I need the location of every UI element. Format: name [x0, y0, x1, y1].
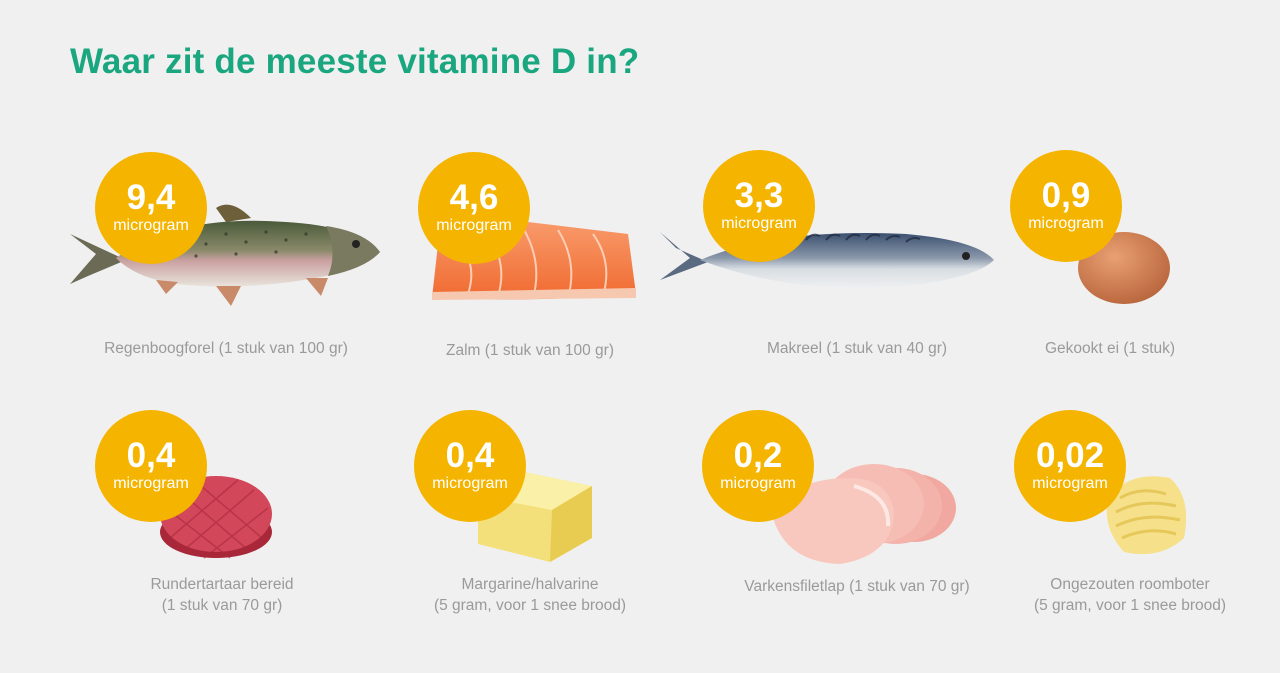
- value-badge: 4,6 microgram: [418, 152, 530, 264]
- butter-curl-image: [1106, 476, 1187, 555]
- vitamin-d-unit: microgram: [113, 217, 189, 234]
- vitamin-d-unit: microgram: [721, 215, 797, 232]
- page-title: Waar zit de meeste vitamine D in?: [70, 42, 640, 81]
- mackerel-image: [660, 232, 994, 289]
- food-caption: Gekookt ei (1 stuk): [1044, 340, 1176, 357]
- value-badge: 3,3 microgram: [703, 150, 815, 262]
- food-caption: Varkensfiletlap (1 stuk van 70 gr): [744, 578, 970, 595]
- egg-image: [1078, 232, 1170, 304]
- value-badge: 0,9 microgram: [1010, 150, 1122, 262]
- food-caption: Zalm (1 stuk van 100 gr): [446, 342, 614, 359]
- vitamin-d-value: 0,02: [1035, 436, 1105, 475]
- value-badge: 0,4 microgram: [95, 410, 207, 522]
- vitamin-d-value: 3,3: [734, 176, 784, 215]
- vitamin-d-unit: microgram: [436, 217, 512, 234]
- vitamin-d-value: 9,4: [126, 178, 176, 217]
- value-badge: 0,02 microgram: [1014, 410, 1126, 522]
- vitamin-d-unit: microgram: [113, 475, 189, 492]
- vitamin-d-value: 0,4: [445, 436, 495, 475]
- value-badge: 0,4 microgram: [414, 410, 526, 522]
- food-caption: Rundertartaar bereid (1 stuk van 70 gr): [150, 576, 294, 614]
- vitamin-d-value: 0,9: [1041, 176, 1091, 215]
- vitamin-d-unit: microgram: [720, 475, 796, 492]
- value-badge: 9,4 microgram: [95, 152, 207, 264]
- food-caption: Regenboogforel (1 stuk van 100 gr): [104, 340, 348, 357]
- food-caption: Makreel (1 stuk van 40 gr): [766, 340, 948, 357]
- vitamin-d-unit: microgram: [432, 475, 508, 492]
- vitamin-d-value: 0,2: [733, 436, 783, 475]
- food-caption: Margarine/halvarine (5 gram, voor 1 snee…: [433, 576, 627, 614]
- value-badge: 0,2 microgram: [702, 410, 814, 522]
- vitamin-d-value: 0,4: [126, 436, 176, 475]
- vitamin-d-unit: microgram: [1028, 215, 1104, 232]
- food-caption: Ongezouten roomboter (5 gram, voor 1 sne…: [1033, 576, 1227, 614]
- vitamin-d-value: 4,6: [449, 178, 499, 217]
- vitamin-d-unit: microgram: [1032, 475, 1108, 492]
